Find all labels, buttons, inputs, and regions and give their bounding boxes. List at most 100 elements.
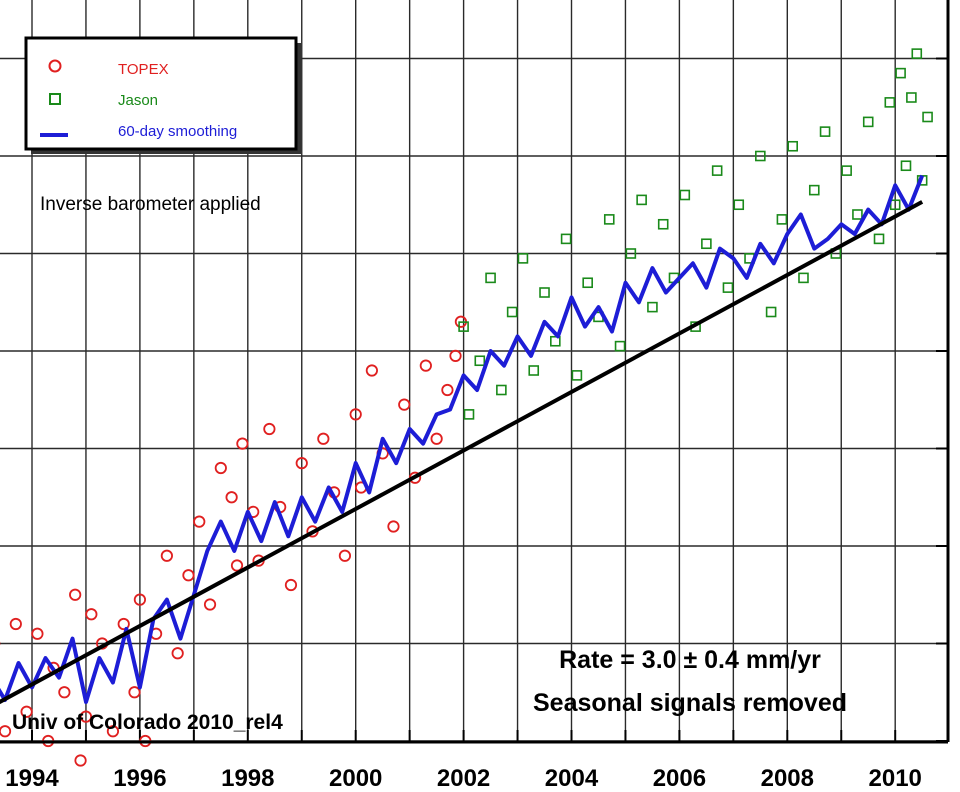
legend-box bbox=[24, 36, 298, 151]
jason-point bbox=[657, 218, 669, 230]
topex-point bbox=[365, 364, 378, 377]
topex-point bbox=[387, 520, 400, 533]
topex-point bbox=[69, 588, 82, 601]
jason-point bbox=[550, 335, 561, 347]
jason-point bbox=[647, 301, 658, 313]
jason-point bbox=[873, 233, 885, 245]
plot-frame bbox=[0, 0, 950, 744]
legend-topex-marker bbox=[48, 59, 62, 73]
jason-point bbox=[862, 116, 874, 128]
topex-point bbox=[398, 398, 411, 411]
jason-point bbox=[485, 272, 496, 284]
topex-point bbox=[128, 686, 141, 699]
jason-point bbox=[711, 165, 723, 176]
topex-point bbox=[203, 598, 217, 611]
topex-point bbox=[449, 349, 462, 362]
x-tick-label: 2008 bbox=[761, 765, 814, 792]
jason-point bbox=[900, 160, 912, 172]
x-tick-label: 2000 bbox=[329, 765, 382, 792]
jason-point bbox=[911, 48, 923, 59]
jason-point bbox=[463, 409, 475, 420]
jason-point bbox=[895, 67, 906, 79]
jason-points bbox=[458, 48, 933, 420]
topex-point bbox=[338, 549, 352, 562]
jason-point bbox=[539, 287, 550, 298]
jason-point bbox=[808, 184, 820, 196]
jason-point bbox=[776, 214, 788, 225]
jason-point bbox=[922, 111, 933, 123]
jason-point bbox=[625, 248, 637, 259]
topex-point bbox=[284, 578, 298, 592]
jason-point bbox=[852, 209, 863, 220]
topex-point bbox=[214, 461, 227, 475]
legend-smoothing-label: 60-day smoothing bbox=[118, 123, 237, 140]
source-annotation: Univ of Colorado 2010_rel4 bbox=[12, 711, 283, 734]
x-tick-label: 1996 bbox=[113, 765, 166, 792]
jason-point bbox=[560, 233, 572, 245]
x-tick-label: 2006 bbox=[653, 765, 706, 792]
jason-point bbox=[636, 194, 647, 206]
topex-point bbox=[9, 617, 22, 631]
jason-point bbox=[517, 253, 529, 264]
trend-line bbox=[0, 200, 924, 705]
topex-point bbox=[79, 710, 93, 723]
topex-point bbox=[85, 608, 98, 621]
x-tick-label: 2004 bbox=[545, 765, 599, 792]
topex-point bbox=[31, 627, 44, 640]
jason-point bbox=[889, 199, 901, 211]
jason-point bbox=[603, 214, 615, 225]
topex-point bbox=[133, 593, 146, 606]
topex-point bbox=[160, 549, 173, 562]
jason-point bbox=[884, 97, 896, 108]
x-tick-label: 2002 bbox=[437, 765, 490, 792]
x-tick-label: 1998 bbox=[221, 765, 274, 792]
topex-point bbox=[349, 408, 362, 421]
jason-point bbox=[798, 272, 809, 284]
topex-point bbox=[230, 559, 244, 572]
jason-point bbox=[733, 199, 745, 211]
x-tick-label: 2010 bbox=[869, 765, 922, 792]
jason-point bbox=[787, 140, 798, 152]
legend-topex-label: TOPEX bbox=[118, 61, 169, 78]
smoothing-line bbox=[0, 174, 925, 704]
jason-point bbox=[755, 150, 766, 162]
topex-point bbox=[58, 686, 71, 699]
legend-jason-marker bbox=[49, 93, 61, 105]
seasonal-annotation: Seasonal signals removed bbox=[533, 689, 847, 717]
topex-point bbox=[171, 647, 184, 660]
jason-point bbox=[819, 126, 831, 137]
topex-point bbox=[295, 457, 308, 470]
jason-point bbox=[506, 306, 518, 318]
topex-point bbox=[225, 491, 238, 504]
topex-point bbox=[263, 422, 276, 436]
topex-point bbox=[182, 569, 195, 582]
jason-point bbox=[496, 384, 507, 396]
topex-point bbox=[20, 705, 33, 718]
jason-point bbox=[458, 321, 469, 332]
topex-point bbox=[236, 437, 249, 450]
inverse-barometer-note: Inverse barometer applied bbox=[40, 194, 261, 215]
smoothing-polyline bbox=[0, 174, 925, 704]
x-tick-labels: 1994 1996 1998 2000 2002 2004 2006 2008 2010 bbox=[5, 765, 922, 792]
jason-point bbox=[765, 306, 777, 318]
topex-point bbox=[317, 432, 330, 445]
topex-point bbox=[117, 617, 130, 631]
jason-point bbox=[571, 370, 583, 381]
topex-point bbox=[106, 725, 120, 738]
jason-point bbox=[474, 355, 486, 367]
topex-point bbox=[193, 515, 206, 528]
jason-point bbox=[906, 92, 917, 103]
legend-jason-label: Jason bbox=[118, 92, 158, 109]
topex-point bbox=[430, 432, 443, 445]
topex-point bbox=[0, 725, 12, 738]
jason-point bbox=[841, 165, 852, 176]
topex-point bbox=[441, 383, 454, 397]
legend: TOPEX Jason 60-day smoothing bbox=[24, 36, 301, 154]
topex-point bbox=[419, 359, 432, 372]
rate-annotation: Rate = 3.0 ± 0.4 mm/yr bbox=[559, 646, 821, 674]
jason-point bbox=[582, 277, 593, 289]
jason-point bbox=[679, 189, 691, 201]
jason-point bbox=[701, 238, 712, 250]
jason-point bbox=[722, 282, 734, 293]
